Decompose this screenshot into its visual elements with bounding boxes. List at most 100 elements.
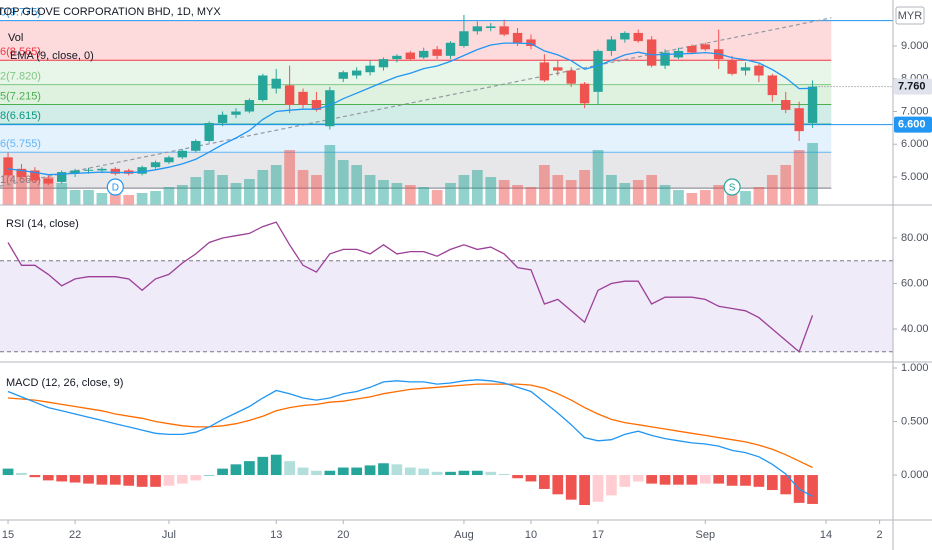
fib-band [0,124,832,153]
y-tick-label: 40.00 [901,323,929,335]
macd-line [7,379,813,497]
x-tick-label: 17 [592,529,604,541]
histogram-bar [364,465,376,476]
candle-body [177,150,188,158]
histogram-bar [579,475,590,506]
price-label-box [894,116,932,133]
chart-title: TOP GLOVE CORPORATION BHD, 1D, MYX [0,6,221,18]
histogram-bar [404,467,416,476]
volume-bar [324,145,336,205]
fib-label: 6(5.755) [0,138,41,150]
candle-body [110,168,121,174]
histogram-bar [539,475,550,489]
fib-label: 6(8.565) [0,46,41,58]
x-tick-label: Jul [162,529,176,541]
candle-body [56,172,67,182]
y-tick-label: 5.000 [901,171,929,183]
currency-label: MYR [898,10,923,22]
volume-bar [150,191,161,205]
y-tick-label: 0.500 [901,415,929,427]
candle-body [646,39,657,66]
candle-body [459,31,469,47]
histogram-bar [190,475,202,481]
candle-body [392,55,402,60]
histogram-bar [69,475,81,483]
volume-bar [699,190,711,205]
histogram-bar [337,467,349,476]
candle-body [217,114,228,123]
candle-body [271,78,281,89]
histogram-bar [2,468,14,476]
currency-box [895,6,925,25]
y-tick-label: 1.000 [901,362,929,374]
candle-body [16,168,27,178]
x-tick-label: 22 [69,529,81,541]
y-tick-label: 0.000 [901,469,929,481]
histogram-bar [418,468,430,476]
candle-body [97,168,107,171]
histogram-bar [311,470,322,476]
candle-body [244,100,255,112]
histogram-bar [498,473,510,476]
histogram-bar [230,464,242,476]
histogram-bar [565,475,577,500]
candle-body [700,44,710,50]
volume-bar [230,183,242,205]
histogram-bar [351,467,363,476]
histogram-bar [29,475,41,478]
histogram-bar [56,475,68,482]
volume-bar [284,150,295,205]
volume-bar [458,175,470,205]
fib-label: 2(7.820) [0,71,41,83]
histogram-bar [297,467,309,476]
volume-bar [56,183,68,205]
volume-bar [606,175,617,205]
y-tick-label: 7.000 [901,105,929,117]
x-tick-label: 14 [820,529,832,541]
price-label: 6.600 [898,119,926,131]
event-marker-label: S [729,183,736,194]
histogram-bar [257,456,269,476]
x-tick-label: 15 [2,529,14,541]
volume-bar [579,170,590,205]
histogram-bar [83,475,94,484]
histogram-bar [780,475,792,495]
y-tick-label: 9.000 [901,40,929,52]
histogram-bar [807,475,818,504]
volume-bar [163,187,175,205]
ema-name: EMA (9, close, 0) [10,50,94,62]
candle-body [593,50,603,92]
candle-body [3,157,13,176]
rsi-pane: RSI (14, close) [0,218,893,353]
candle-body [137,167,147,174]
volume-bar [740,191,751,205]
volume-bar [418,187,430,205]
candle-body [43,178,53,184]
volume-bar [632,180,644,205]
volume-bar [203,170,215,205]
labels: 9.0008.0007.0006.0005.00080.0060.0040.00… [2,6,932,541]
volume-bar [539,165,550,205]
price-label-box [894,78,932,95]
histogram-bar [753,475,765,487]
histogram-bar [378,463,389,476]
candle-body [767,75,778,96]
candle-body [258,75,268,101]
volume-bar [337,160,349,205]
volume-bar [498,180,510,205]
volume-bar [16,170,27,205]
volume-bar [364,175,376,205]
price-label: 7.760 [898,81,926,93]
histogram-bar [284,461,295,476]
histogram-bar [203,475,215,476]
candle-body [620,32,630,40]
candle-body [526,39,536,47]
candle-body [781,100,791,110]
volume-bar [42,177,54,205]
histogram-bar [123,475,135,486]
x-tick-label: 2 [877,529,883,541]
pane-title: MACD (12, 26, close, 9) [6,377,123,389]
rsi-line [7,221,814,353]
histogram-bar [673,475,684,485]
volume-bar [673,190,684,205]
